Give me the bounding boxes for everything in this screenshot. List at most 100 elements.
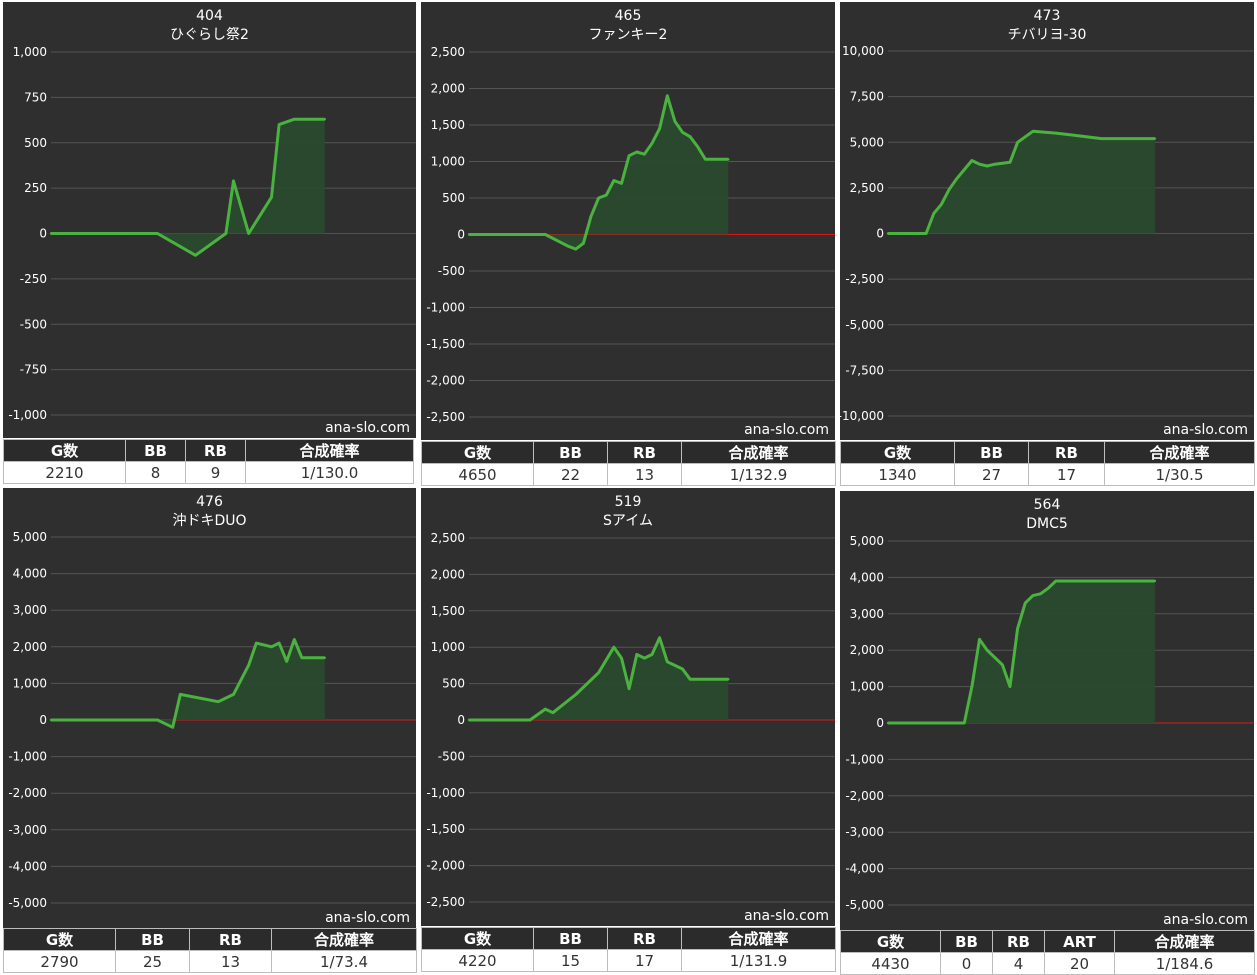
y-tick-label: 2,500 — [431, 531, 465, 545]
data-point — [627, 154, 631, 157]
y-tick-label: 5,000 — [850, 135, 884, 149]
y-tick-label: 5,000 — [850, 534, 884, 548]
y-tick-label: -2,000 — [845, 789, 884, 803]
data-point — [232, 179, 235, 183]
chart-svg: 519 Sアイム 2,500 2,000 1,500 1,000 500 0 -500 -1,00… — [426, 494, 835, 924]
data-point — [156, 718, 159, 722]
series-area — [469, 95, 729, 250]
stats-value: 2790 — [3, 950, 116, 973]
data-point — [1001, 663, 1004, 666]
data-point — [620, 656, 623, 660]
y-tick-label: 500 — [442, 677, 465, 691]
chart-svg: 476 沖ドキDUO 5,000 4,000 3,000 2,000 1,000 0 -1,00… — [8, 494, 416, 926]
stats-value: 9 — [185, 461, 246, 484]
stats-table: G数 BB RB 合成確率 1340 27 17 1/30.5 — [840, 441, 1255, 486]
y-tick-label: -7,500 — [845, 363, 884, 377]
y-tick-label: 0 — [876, 227, 884, 241]
y-tick-label: 1,500 — [431, 604, 465, 618]
data-point — [886, 232, 890, 235]
chart-subtitle: ひぐらし祭2 — [170, 27, 249, 43]
data-point — [993, 163, 996, 166]
data-point — [673, 664, 677, 667]
stats-value: 17 — [1028, 463, 1105, 486]
data-point — [612, 179, 616, 182]
series-area — [51, 639, 325, 728]
data-point — [727, 678, 730, 681]
data-point — [1115, 579, 1118, 583]
data-point — [1031, 130, 1035, 133]
y-tick-label: -5,000 — [845, 318, 884, 332]
data-point — [597, 196, 600, 200]
series-area — [469, 637, 729, 720]
y-tick-label: 2,000 — [13, 640, 47, 654]
data-point — [620, 182, 623, 185]
data-point — [909, 232, 913, 235]
stats-value: 17 — [607, 949, 682, 972]
stats-value: 1340 — [840, 463, 955, 486]
stats-value: 25 — [115, 950, 190, 973]
data-point — [574, 247, 577, 251]
y-tick-label: 2,500 — [431, 45, 465, 59]
data-point — [49, 232, 53, 235]
series-area — [888, 131, 1155, 234]
y-tick-label: -1,500 — [426, 337, 465, 351]
data-point — [315, 656, 319, 659]
data-point — [978, 163, 981, 166]
data-point — [566, 245, 570, 248]
data-point — [696, 678, 699, 681]
stats-header: 合成確率 — [681, 441, 836, 464]
stats-table: G数 BB RB 合成確率 2790 25 13 1/73.4 — [3, 928, 417, 973]
data-point — [650, 653, 654, 656]
data-point — [544, 233, 547, 236]
stats-header: G数 — [421, 927, 534, 950]
y-tick-label: -2,000 — [426, 859, 465, 873]
data-point — [285, 660, 288, 663]
y-tick-label: -1,000 — [426, 301, 465, 315]
chart-svg: 473 チバリヨ-30 10,000 7,500 5,000 2,500 0 -2,500 -5… — [840, 8, 1254, 438]
chart-title: 404 — [196, 8, 223, 24]
stats-value: 1/131.9 — [681, 949, 836, 972]
stats-value: 15 — [533, 949, 608, 972]
data-point — [194, 254, 197, 257]
data-point — [688, 678, 692, 681]
stats-value: 8 — [125, 461, 186, 484]
chart-title: 519 — [615, 494, 642, 510]
y-tick-label: 500 — [24, 136, 47, 150]
y-tick-label: 1,000 — [431, 640, 465, 654]
y-tick-label: 1,000 — [850, 680, 884, 694]
chart-title: 473 — [1034, 8, 1061, 24]
data-point — [544, 707, 547, 711]
y-tick-label: -10,000 — [840, 409, 884, 423]
data-point — [612, 646, 616, 649]
stats-table: G数 BB RB 合成確率 4650 22 13 1/132.9 — [421, 441, 836, 486]
y-tick-label: -3,000 — [845, 825, 884, 839]
chart-svg: 465 ファンキー2 2,500 2,000 1,500 1,000 500 0 -500 -1,… — [426, 8, 835, 438]
chart-subtitle: ファンキー2 — [589, 27, 668, 43]
data-point — [924, 232, 928, 235]
data-point — [605, 193, 608, 197]
data-point — [171, 726, 174, 729]
data-point — [1054, 131, 1057, 135]
data-point — [582, 242, 585, 245]
chart-panel: 519 Sアイム 2,500 2,000 1,500 1,000 500 0 -500 -1,00… — [421, 488, 835, 926]
watermark: ana-slo.com — [325, 910, 410, 926]
y-tick-label: -5,000 — [8, 896, 47, 910]
stats-header: 合成確率 — [1114, 930, 1255, 953]
data-point — [95, 718, 98, 722]
data-point — [551, 711, 555, 714]
data-point — [673, 120, 677, 123]
stats-value: 4 — [992, 952, 1045, 975]
stats-value: 1/30.5 — [1104, 463, 1255, 486]
chart-panel: 473 チバリヨ-30 10,000 7,500 5,000 2,500 0 -2,500 -5… — [840, 2, 1254, 440]
chart-panel: 404 ひぐらし祭2 1,000 750 500 250 0 -250 -500 -750 -1,0… — [3, 2, 416, 438]
data-point — [993, 656, 996, 659]
stats-header: RB — [1028, 441, 1105, 464]
y-tick-label: 0 — [39, 227, 47, 241]
chart-title: 465 — [615, 8, 642, 24]
data-point — [232, 693, 235, 696]
data-point — [985, 164, 989, 168]
series-area — [888, 581, 1155, 723]
data-point — [627, 687, 631, 690]
stats-table: G数 BB RB ART 合成確率 4430 0 4 20 1/184.6 — [840, 930, 1255, 975]
chart-panel: 564 DMC5 5,000 4,000 3,000 2,000 1,000 0 -1,000 -… — [840, 491, 1254, 930]
